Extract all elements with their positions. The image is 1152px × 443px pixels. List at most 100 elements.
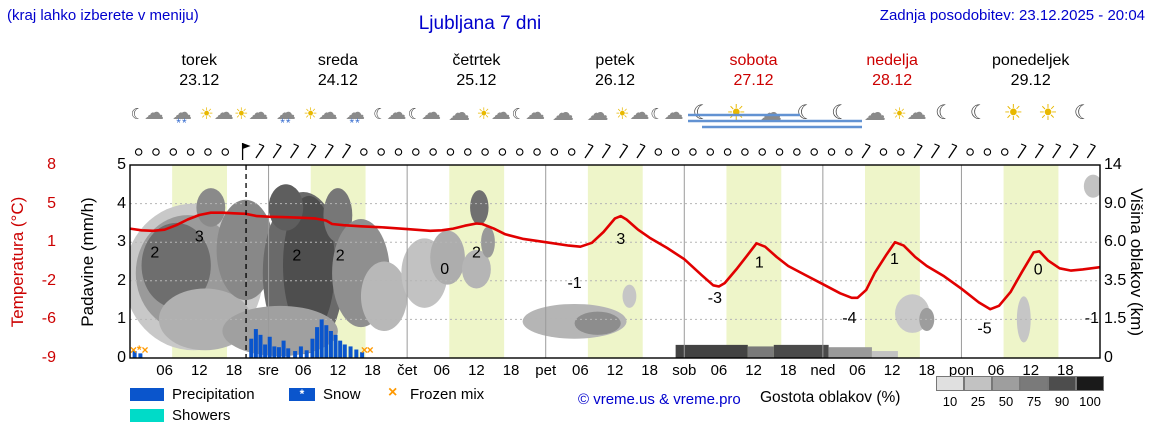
cloud-height-tick: 0 [1104,349,1113,366]
icon-glyph: ☾ [935,102,954,124]
moon-cloud-icon: ☾☁ [129,96,165,134]
hour-tick: 12 [190,362,208,379]
calm-wind-icon [983,148,992,156]
icon-glyph: ☀ [199,106,214,123]
icon-glyph: ** [280,116,292,130]
temperature-value-label: 0 [1034,261,1043,278]
cloud-icon: ☁ [441,96,477,134]
calm-wind-icon [446,148,455,156]
sun-cloud-icon: ☀☁ [476,96,512,134]
icon-glyph: ☁ [552,100,575,125]
hour-tick: 12 [745,362,762,379]
wind-barb-icon [913,145,923,159]
calm-wind-icon [169,148,178,156]
sun-cloud-icon: ☀☁ [233,96,269,134]
cloud-icon: ☁ [753,96,789,134]
icon-glyph: ☀ [234,106,249,123]
moon-cloud-icon: ☾☁ [649,96,685,134]
precip-tick: 1 [117,310,126,328]
calm-wind-icon [204,148,212,156]
wind-barb-icon [636,145,646,159]
icon-glyph: ☀ [726,100,747,125]
calm-wind-icon [966,148,974,156]
wind-barb-icon [601,145,611,159]
day-date: 23.12 [179,72,220,89]
temperature-value-label: 3 [616,231,625,248]
icon-glyph: ☁ [248,102,269,124]
hour-tick: 06 [710,362,728,379]
moon-icon: ☾ [788,96,824,134]
wind-barb-icon [1052,145,1062,159]
day-name: sreda [317,52,358,69]
cloud-density-label: Gostota oblakov (%) [760,389,901,406]
sun-cloud-icon: ☀☁ [199,96,235,134]
icon-glyph: ☀ [892,106,907,123]
wind-barb-icon [324,145,334,159]
temperature-value-label: 0 [440,261,449,278]
calm-wind-icon [134,148,143,156]
precip-tick: 2 [117,271,126,289]
icon-glyph: ☾ [407,106,422,123]
wind-barb-icon [290,145,300,159]
precipitation-swatch [130,388,164,401]
day-abbrev: čet [397,362,418,379]
icon-glyph: ☾ [969,102,988,124]
calm-wind-icon [481,148,489,156]
calm-wind-icon [741,148,749,156]
icon-glyph: ☀ [476,106,491,123]
wind-barb-icon [861,145,871,159]
calm-wind-icon [775,148,784,156]
copyright-link[interactable]: © vreme.us & vreme.pro [578,391,741,408]
wind-barb-icon [948,145,958,159]
showers-swatch [130,409,164,422]
precip-tick: 3 [117,233,126,251]
moon-cloud-icon: ☾☁ [406,96,442,134]
temperature-value-label: -1 [1085,310,1099,327]
day-headers: torek 23.12 sreda 24.12 četrtek 25.12 petek 26.… [0,51,1152,93]
gridlines [130,165,1100,358]
sun-icon: ☀ [1030,96,1066,134]
snow-label: Snow [323,386,361,403]
day-date: 28.12 [872,72,913,89]
calm-wind-icon [360,148,368,156]
sun-cloud-icon: ☀☁ [891,96,927,134]
moon-cloud-icon: ☾☁ [510,96,546,134]
moon-icon: ☾ [822,96,858,134]
day-date: 27.12 [733,72,774,89]
calm-wind-icon [394,148,403,156]
icon-glyph: ☁ [863,100,886,125]
wind-barb-icon [341,145,352,159]
icon-glyph: ☁ [629,102,650,124]
hour-tick: 06 [849,362,866,379]
icon-glyph: ** [349,116,361,130]
temperature-value-label: 2 [150,244,159,261]
hour-tick: 12 [468,362,485,379]
icon-glyph: ☁ [345,102,366,124]
hour-tick: 18 [918,362,936,379]
calm-wind-icon [793,148,801,156]
calm-wind-icon [758,148,766,156]
calm-wind-icon [689,148,697,156]
icon-glyph: ☾ [373,106,387,123]
cloud-cover [130,174,1100,358]
density-tick: 50 [998,394,1014,409]
temperature-value-label: 2 [336,247,345,264]
temperature-value-label: -4 [842,310,856,327]
calm-wind-icon [827,148,836,156]
icon-glyph: ☀ [1003,100,1024,125]
day-abbrev: sob [672,362,697,379]
calm-wind-icon [221,148,230,156]
day-date: 29.12 [1010,72,1051,89]
calm-wind-icon [550,148,559,156]
cloud-snow-icon: ☁ ** [164,96,200,134]
hour-tick: 12 [329,362,347,379]
wind-barb-icon [1069,145,1079,159]
day-name: torek [181,52,218,69]
wind-barb-icon [584,145,594,159]
temperature-value-label: 2 [292,247,301,264]
precipitation-bars [132,319,365,358]
temperature-value-label: 2 [472,244,481,261]
frozen-mix-mark: × [361,343,368,357]
wind-barb-icon [930,145,940,159]
temperature-value-label: 1 [890,251,899,268]
